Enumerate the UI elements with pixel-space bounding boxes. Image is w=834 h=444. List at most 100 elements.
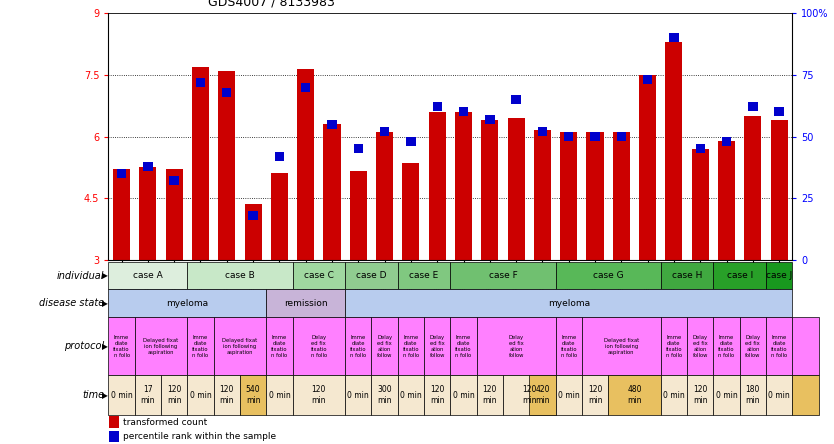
Bar (616, 132, 626, 141)
Bar (564, 132, 574, 141)
Bar (188, 317, 214, 375)
Bar (582, 375, 608, 415)
Bar (555, 262, 661, 289)
Text: Delay
ed fix
ation
follow: Delay ed fix ation follow (745, 335, 761, 357)
Bar (722, 137, 731, 146)
Bar (371, 317, 398, 375)
Bar (135, 317, 188, 375)
Bar (108, 262, 188, 289)
Text: Imme
diate
fixatio
n follo: Imme diate fixatio n follo (192, 335, 208, 357)
Bar (240, 375, 266, 415)
Text: Imme
diate
fixatio
n follo: Imme diate fixatio n follo (718, 335, 735, 357)
Bar (477, 375, 503, 415)
Text: ▶: ▶ (102, 391, 108, 400)
Text: 120
min: 120 min (522, 385, 536, 405)
Text: case E: case E (409, 271, 439, 280)
Bar (713, 375, 740, 415)
Text: 660
min: 660 min (798, 385, 813, 405)
Text: case J: case J (766, 271, 792, 280)
Text: individual: individual (57, 270, 104, 281)
Bar (345, 317, 371, 375)
Bar (696, 144, 705, 153)
Bar (766, 262, 792, 289)
Text: 120
min: 120 min (430, 385, 445, 405)
Bar (744, 116, 761, 260)
Text: 120
min: 120 min (312, 385, 326, 405)
Text: 0 min: 0 min (768, 391, 790, 400)
Bar (687, 375, 713, 415)
Bar (345, 289, 792, 317)
Bar (661, 262, 713, 289)
Bar (792, 375, 819, 415)
Bar (244, 204, 262, 260)
Text: Delay
ed fix
fixatio
n follo: Delay ed fix fixatio n follo (310, 335, 327, 357)
Text: Delayed fixat
ion following
aspiration: Delayed fixat ion following aspiration (143, 338, 178, 355)
Bar (560, 132, 577, 260)
Bar (293, 317, 345, 375)
Text: transformed count: transformed count (123, 417, 208, 427)
Text: Imme
diate
fixatio
n follo: Imme diate fixatio n follo (455, 335, 472, 357)
Bar (271, 174, 288, 260)
Bar (661, 375, 687, 415)
Bar (666, 42, 682, 260)
Text: protocol: protocol (64, 341, 104, 351)
Bar (117, 169, 126, 178)
Text: Delay
ed fix
ation
follow: Delay ed fix ation follow (509, 335, 524, 357)
Text: percentile rank within the sample: percentile rank within the sample (123, 432, 277, 441)
Text: 17
min: 17 min (141, 385, 155, 405)
Bar (713, 317, 740, 375)
Text: 420
min: 420 min (535, 385, 550, 405)
Text: case B: case B (225, 271, 255, 280)
Bar (398, 317, 424, 375)
Text: Delay
ed fix
ation
follow: Delay ed fix ation follow (692, 335, 708, 357)
Bar (324, 124, 340, 260)
Text: 120
min: 120 min (588, 385, 602, 405)
Bar (643, 75, 652, 84)
Text: 0 min: 0 min (348, 391, 369, 400)
Bar (555, 375, 582, 415)
Text: ▶: ▶ (102, 271, 108, 280)
Text: case G: case G (593, 271, 624, 280)
Text: Imme
diate
fixatio
n follo: Imme diate fixatio n follo (113, 335, 130, 357)
Bar (477, 317, 555, 375)
Bar (613, 132, 630, 260)
Bar (222, 87, 232, 97)
Bar (534, 131, 551, 260)
Bar (508, 118, 525, 260)
Text: 0 min: 0 min (716, 391, 737, 400)
Text: disease state: disease state (39, 298, 104, 309)
Text: 0 min: 0 min (558, 391, 580, 400)
Text: Imme
diate
fixatio
n follo: Imme diate fixatio n follo (271, 335, 288, 357)
Text: 0 min: 0 min (269, 391, 290, 400)
Bar (188, 262, 293, 289)
Bar (538, 127, 547, 136)
Bar (766, 375, 792, 415)
Text: Imme
diate
fixatio
n follo: Imme diate fixatio n follo (666, 335, 682, 357)
Bar (740, 375, 766, 415)
Bar (402, 163, 420, 260)
Text: ▶: ▶ (102, 342, 108, 351)
Text: 180
min: 180 min (746, 385, 760, 405)
Bar (608, 375, 661, 415)
Bar (429, 112, 445, 260)
Bar (345, 262, 398, 289)
Bar (108, 289, 266, 317)
Text: Delay
ed fix
ation
follow: Delay ed fix ation follow (430, 335, 445, 357)
Bar (354, 144, 363, 153)
Bar (748, 103, 757, 111)
Text: case A: case A (133, 271, 163, 280)
Text: 0 min: 0 min (663, 391, 685, 400)
Bar (691, 149, 709, 260)
Bar (555, 317, 582, 375)
Bar (143, 162, 153, 170)
Bar (108, 317, 135, 375)
Bar (135, 375, 161, 415)
Bar (718, 141, 735, 260)
Bar (293, 375, 345, 415)
Bar (511, 95, 520, 104)
Bar (669, 33, 679, 43)
Bar (349, 171, 367, 260)
Bar (530, 375, 555, 415)
Bar (249, 211, 258, 220)
Bar (380, 127, 389, 136)
